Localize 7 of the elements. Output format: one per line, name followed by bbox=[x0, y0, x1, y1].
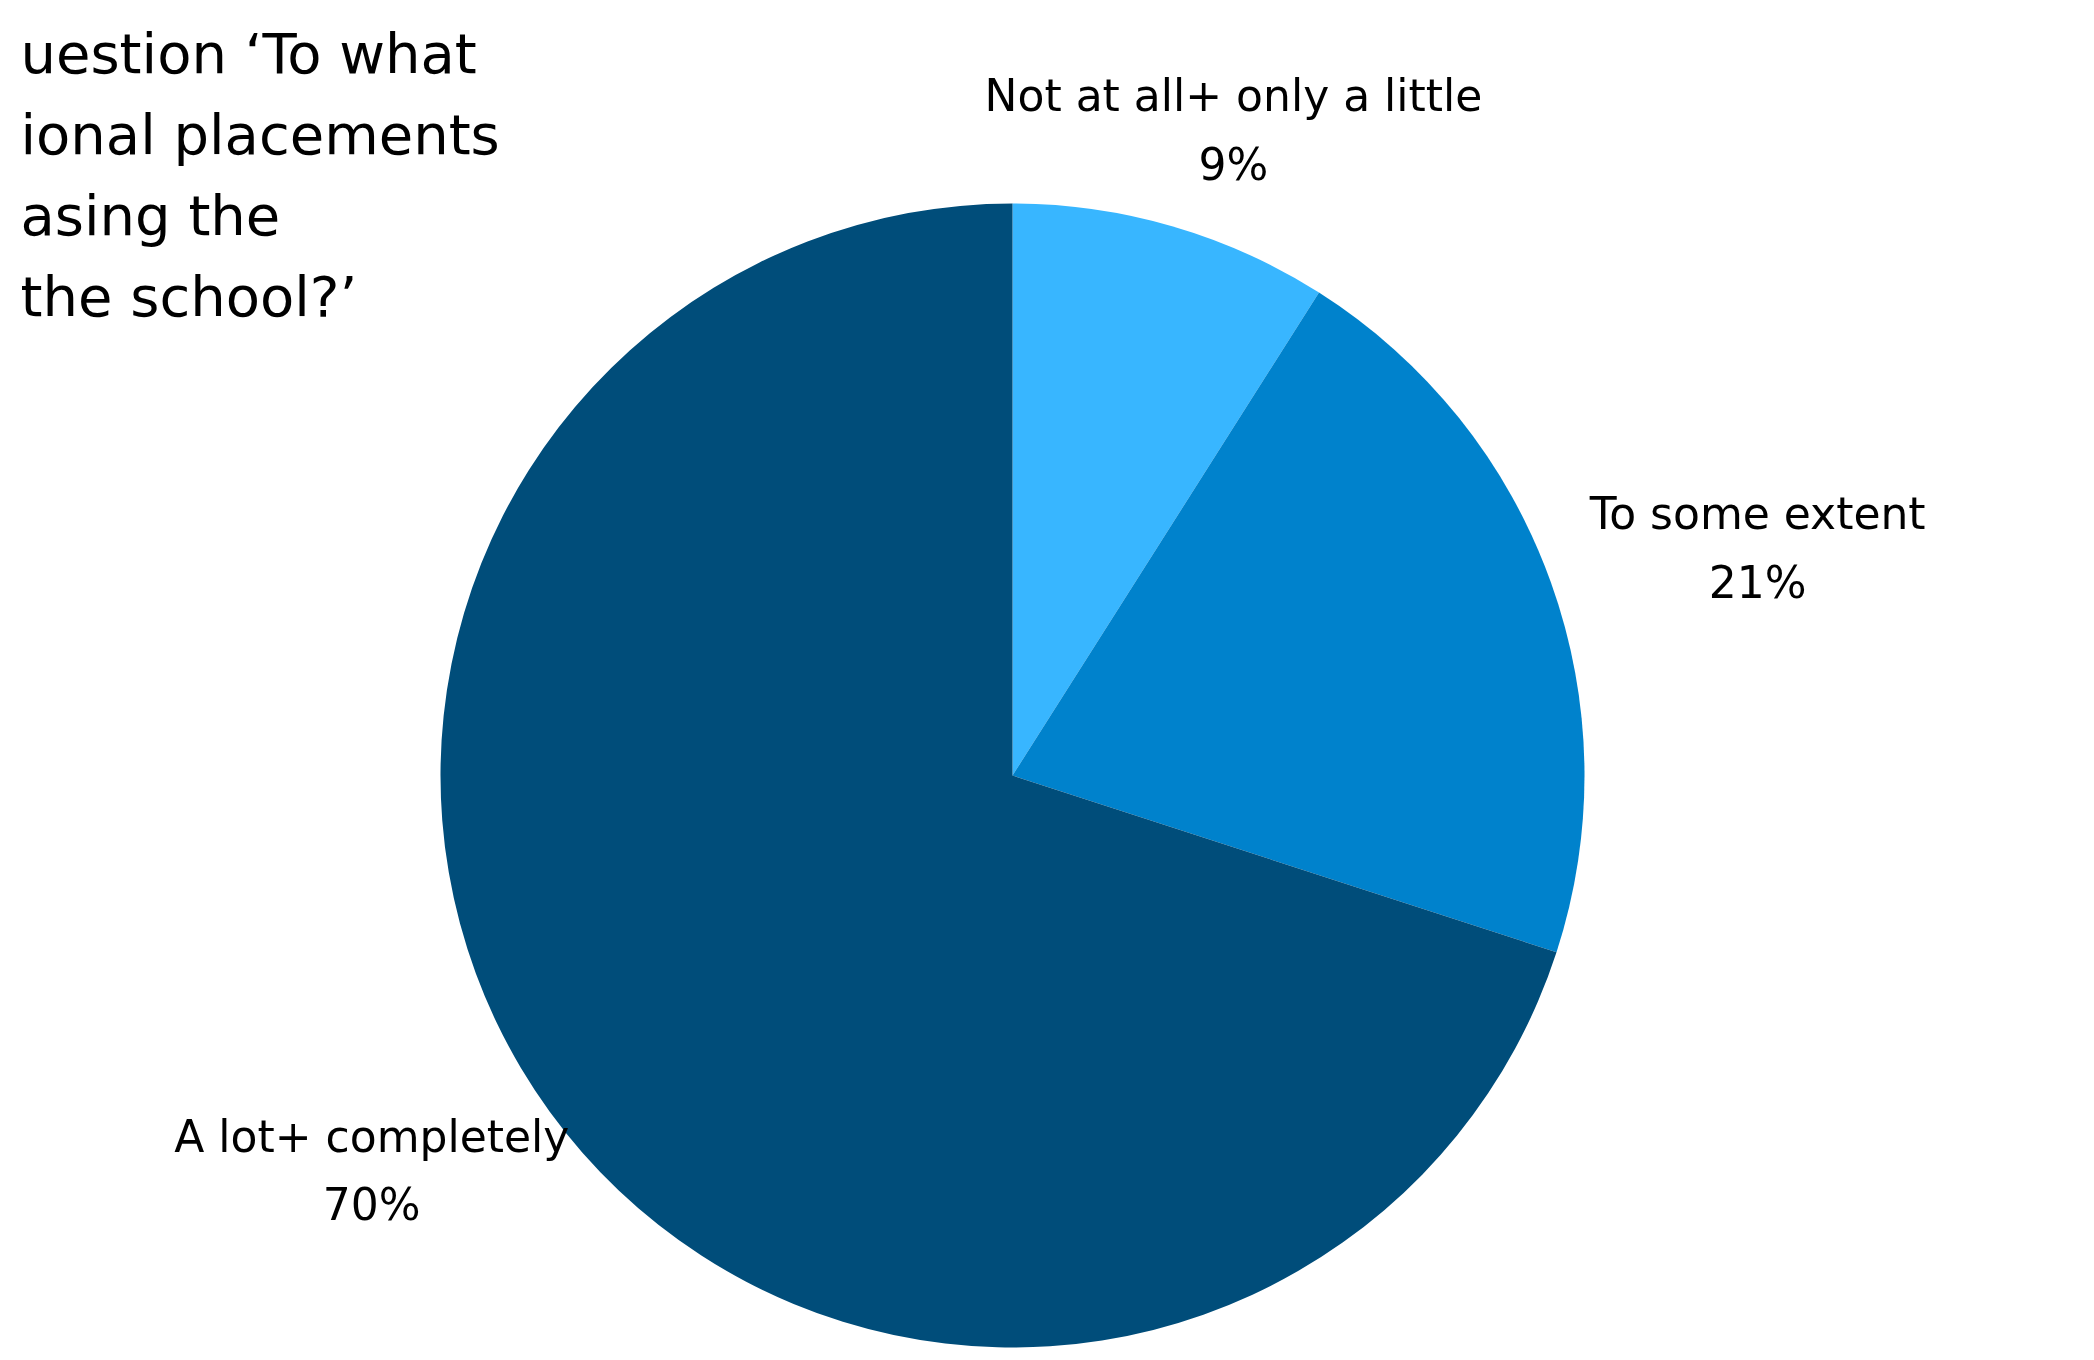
text: uestion ‘To what ional placements asing the the school?’ bbox=[20, 20, 500, 330]
slice-label: To some extent bbox=[1588, 487, 1926, 539]
data-label: 21% bbox=[1708, 556, 1807, 608]
slice-label: Not at all+ only a little bbox=[984, 70, 1483, 122]
data-label: 9% bbox=[1198, 139, 1269, 191]
slice-label: A lot+ completely bbox=[174, 1110, 570, 1162]
data-label: 70% bbox=[322, 1179, 421, 1231]
